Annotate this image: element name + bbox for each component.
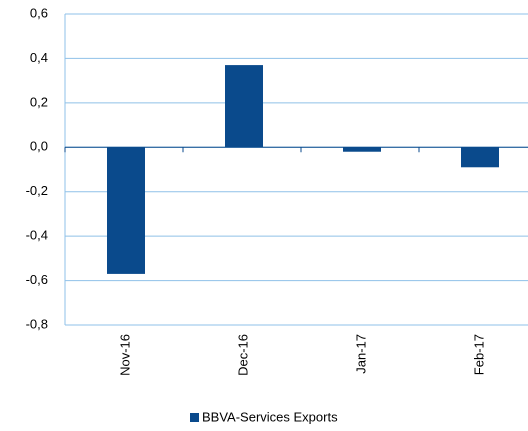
y-tick-label: 0,4 (30, 50, 48, 65)
bar (107, 147, 145, 274)
y-tick-label: 0,2 (30, 94, 48, 109)
x-tick-label: Nov-16 (117, 334, 132, 376)
y-tick-label: -0,8 (26, 316, 48, 331)
y-tick-label: -0,4 (26, 228, 48, 243)
x-tick-label: Jan-17 (353, 334, 368, 374)
y-tick-label: -0,2 (26, 183, 48, 198)
bar (461, 147, 499, 168)
y-tick-label: -0,6 (26, 272, 48, 287)
y-tick-label: 0,0 (30, 139, 48, 154)
y-tick-label: 0,6 (30, 5, 48, 20)
x-tick-label: Dec-16 (235, 334, 250, 376)
legend-label: BBVA-Services Exports (202, 409, 338, 424)
bar (343, 147, 381, 152)
x-tick-label: Feb-17 (471, 334, 486, 375)
legend-swatch (190, 413, 199, 422)
bar (225, 65, 263, 148)
